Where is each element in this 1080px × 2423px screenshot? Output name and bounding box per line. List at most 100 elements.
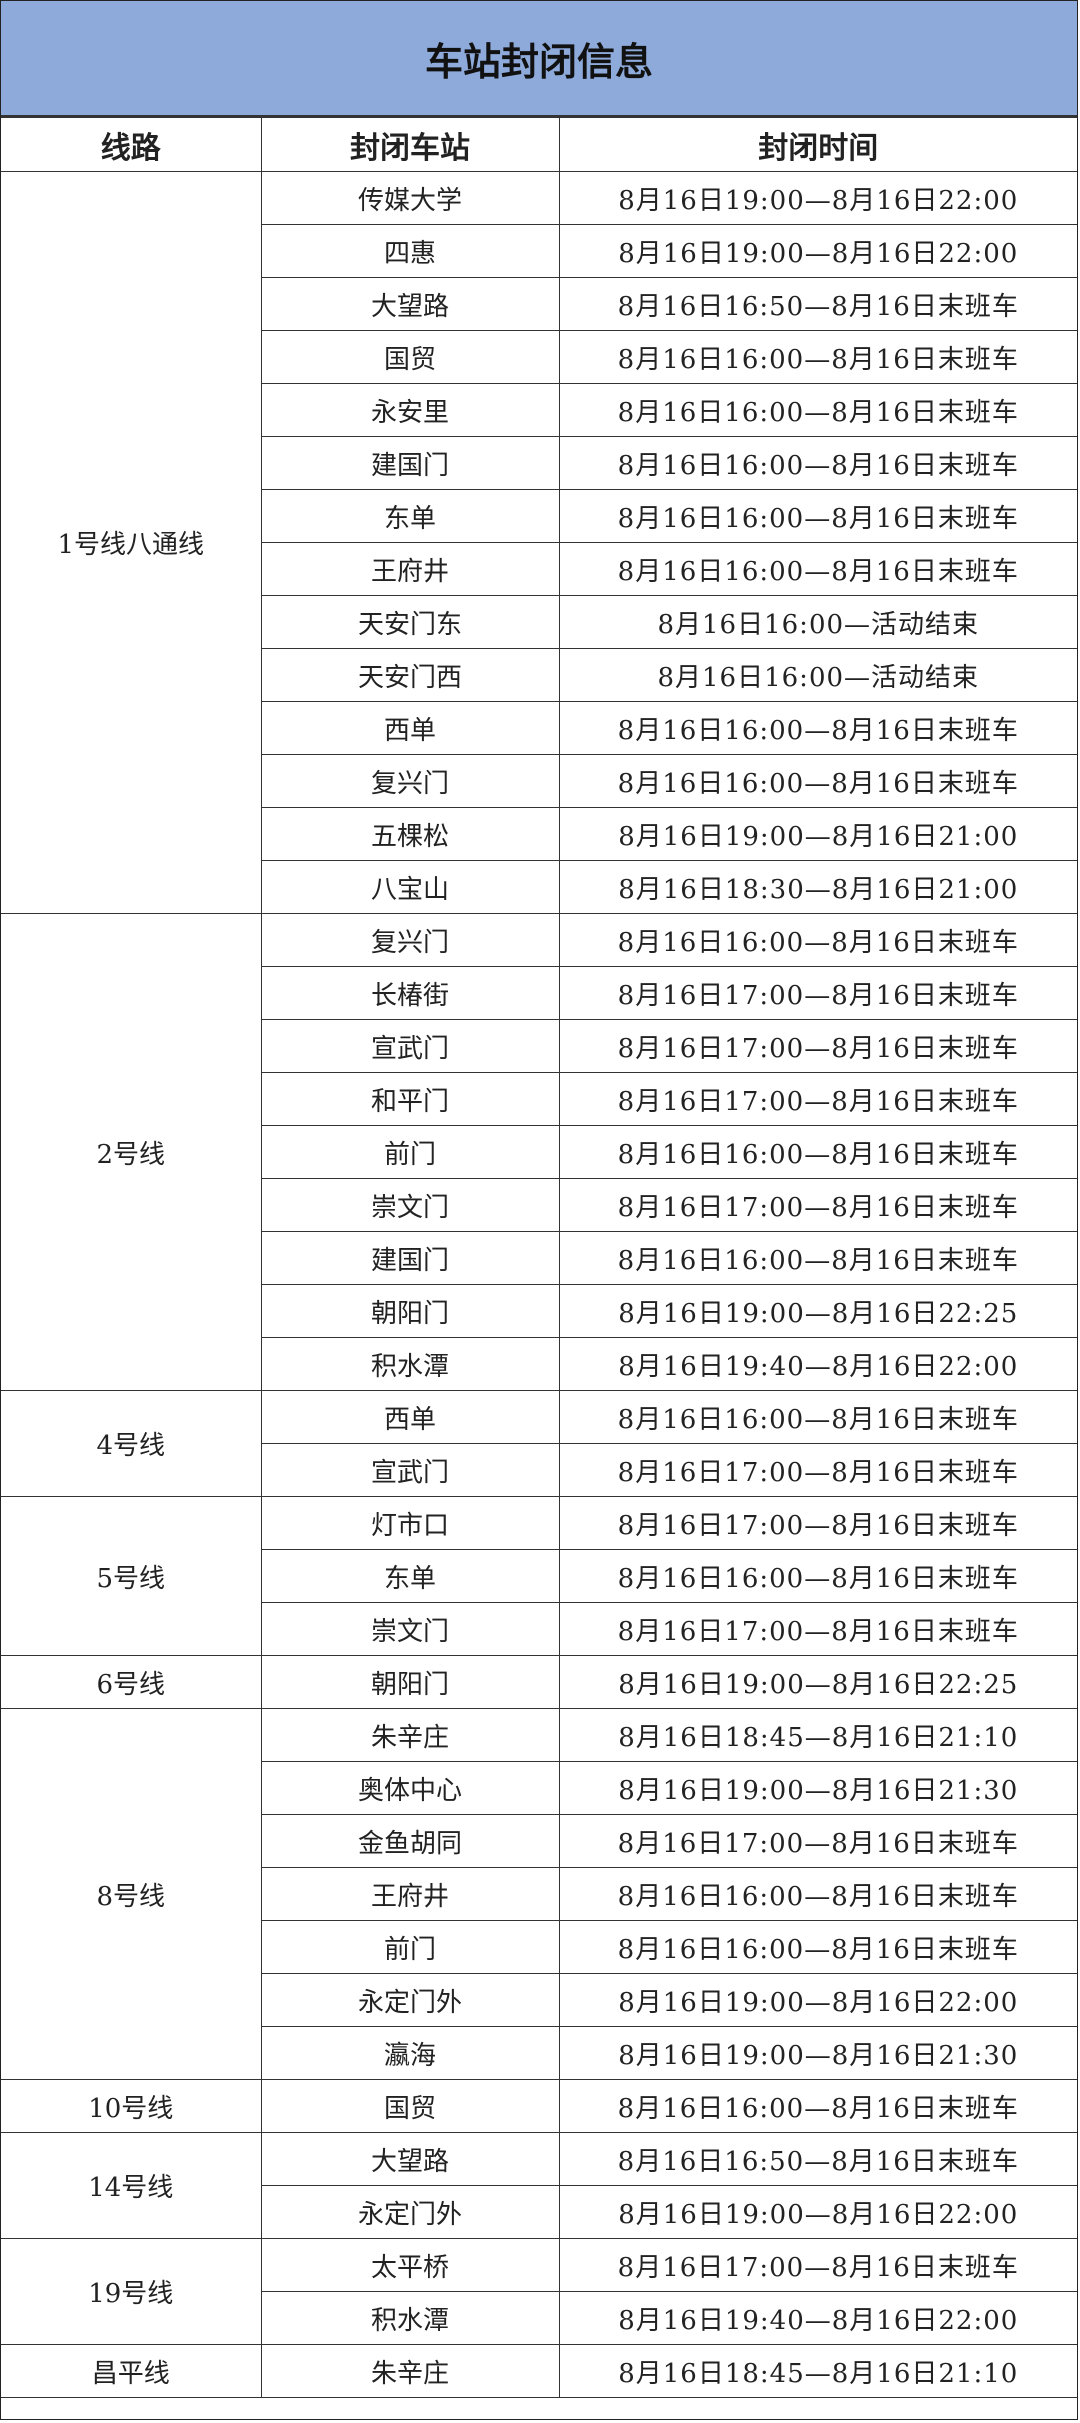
station-cell: 天安门东	[261, 595, 560, 649]
station-cell: 瀛海	[261, 2026, 560, 2080]
closure-time-cell: 8月16日16:00—8月16日末班车	[558, 754, 1077, 808]
table-row: 四惠 8月16日19:00—8月16日22:00	[1, 224, 1077, 278]
table-row: 瀛海 8月16日19:00—8月16日21:30	[1, 2026, 1077, 2080]
closure-time-cell: 8月16日16:00—8月16日末班车	[558, 1231, 1077, 1285]
table-row: 崇文门 8月16日17:00—8月16日末班车	[1, 1178, 1077, 1232]
table-row: 宣武门 8月16日17:00—8月16日末班车	[1, 1443, 1077, 1497]
station-cell: 西单	[261, 701, 560, 755]
closure-time-cell: 8月16日16:00—8月16日末班车	[558, 436, 1077, 490]
closure-time-cell: 8月16日18:45—8月16日21:10	[558, 2344, 1077, 2398]
closure-time-cell: 8月16日17:00—8月16日末班车	[558, 1496, 1077, 1550]
closure-time-cell: 8月16日16:00—8月16日末班车	[558, 1125, 1077, 1179]
table-row: 19号线 太平桥 8月16日17:00—8月16日末班车	[1, 2238, 1077, 2345]
table-row: 昌平线 朱辛庄 8月16日18:45—8月16日21:10	[1, 2344, 1077, 2398]
station-cell: 天安门西	[261, 648, 560, 702]
page-title: 车站封闭信息	[1, 1, 1077, 117]
table-row: 永定门外 8月16日19:00—8月16日22:00	[1, 2185, 1077, 2239]
station-cell: 长椿街	[261, 966, 560, 1020]
table-row: 西单 8月16日16:00—8月16日末班车	[1, 701, 1077, 755]
closure-time-cell: 8月16日17:00—8月16日末班车	[558, 1019, 1077, 1073]
closure-time-cell: 8月16日16:00—8月16日末班车	[558, 542, 1077, 596]
station-cell: 前门	[261, 1920, 560, 1974]
station-cell: 灯市口	[260, 1496, 560, 1550]
closure-time-cell: 8月16日16:50—8月16日末班车	[558, 2132, 1077, 2186]
table-row: 14号线 大望路 8月16日16:50—8月16日末班车	[1, 2132, 1077, 2239]
station-cell: 永定门外	[261, 2185, 560, 2239]
station-cell: 奥体中心	[261, 1761, 560, 1815]
table-row: 王府井 8月16日16:00—8月16日末班车	[1, 542, 1077, 596]
line-cell: 1号线八通线	[1, 171, 262, 914]
table-row: 5号线 灯市口 8月16日17:00—8月16日末班车	[1, 1496, 1077, 1656]
closure-time-cell: 8月16日16:00—8月16日末班车	[558, 701, 1077, 755]
table-row: 4号线 西单 8月16日16:00—8月16日末班车	[1, 1390, 1077, 1497]
line-cell: 6号线	[1, 1655, 262, 1709]
station-cell: 复兴门	[261, 754, 560, 808]
station-cell: 宣武门	[261, 1443, 560, 1497]
station-cell: 积水潭	[261, 2291, 560, 2345]
station-cell: 朝阳门	[260, 1655, 560, 1709]
table-row: 宣武门 8月16日17:00—8月16日末班车	[1, 1019, 1077, 1073]
station-cell: 四惠	[261, 224, 560, 278]
header-time: 封闭时间	[558, 117, 1077, 172]
table-row: 永定门外 8月16日19:00—8月16日22:00	[1, 1973, 1077, 2027]
closure-time-cell: 8月16日16:00—8月16日末班车	[558, 913, 1077, 967]
table-row: 2号线 复兴门 8月16日16:00—8月16日末班车	[1, 913, 1077, 1391]
station-cell: 建国门	[261, 436, 560, 490]
header-line: 线路	[1, 117, 262, 172]
table-row: 大望路 8月16日16:50—8月16日末班车	[1, 277, 1077, 331]
station-cell: 永定门外	[261, 1973, 560, 2027]
header-row: 线路 封闭车站 封闭时间	[1, 117, 1077, 172]
closure-time-cell: 8月16日19:00—8月16日22:00	[558, 2185, 1077, 2239]
closure-time-cell: 8月16日19:00—8月16日21:00	[558, 807, 1077, 861]
closure-time-cell: 8月16日17:00—8月16日末班车	[558, 1602, 1077, 1656]
station-cell: 国贸	[260, 2079, 560, 2133]
closure-time-cell: 8月16日19:00—8月16日22:25	[558, 1284, 1077, 1338]
table-row: 东单 8月16日16:00—8月16日末班车	[1, 489, 1077, 543]
table-row: 8号线 朱辛庄 8月16日18:45—8月16日21:10	[1, 1708, 1077, 2080]
station-cell: 复兴门	[260, 913, 560, 967]
closure-time-cell: 8月16日16:00—8月16日末班车	[558, 1390, 1077, 1444]
station-cell: 积水潭	[261, 1337, 560, 1391]
closure-time-cell: 8月16日16:00—活动结束	[558, 648, 1077, 702]
station-cell: 西单	[260, 1390, 560, 1444]
table-row: 永安里 8月16日16:00—8月16日末班车	[1, 383, 1077, 437]
closure-time-cell: 8月16日16:00—8月16日末班车	[558, 2079, 1077, 2133]
closure-time-cell: 8月16日16:00—8月16日末班车	[558, 1867, 1077, 1921]
table-row: 崇文门 8月16日17:00—8月16日末班车	[1, 1602, 1077, 1656]
closure-time-cell: 8月16日16:00—8月16日末班车	[558, 330, 1077, 384]
closure-time-cell: 8月16日16:00—8月16日末班车	[558, 489, 1077, 543]
station-cell: 大望路	[260, 2132, 560, 2186]
table-row: 建国门 8月16日16:00—8月16日末班车	[1, 436, 1077, 490]
station-closure-table: 线路 封闭车站 封闭时间 1号线八通线 传媒大学 8月16日19:00—8月16日2…	[1, 117, 1077, 2398]
table-row: 前门 8月16日16:00—8月16日末班车	[1, 1125, 1077, 1179]
station-cell: 宣武门	[261, 1019, 560, 1073]
closure-time-cell: 8月16日19:00—8月16日22:25	[558, 1655, 1077, 1709]
closure-time-cell: 8月16日19:40—8月16日22:00	[558, 2291, 1077, 2345]
station-cell: 朱辛庄	[260, 2344, 560, 2398]
table-row: 国贸 8月16日16:00—8月16日末班车	[1, 330, 1077, 384]
station-cell: 五棵松	[261, 807, 560, 861]
table-row: 6号线 朝阳门 8月16日19:00—8月16日22:25	[1, 1655, 1077, 1709]
closure-time-cell: 8月16日19:00—8月16日22:00	[558, 171, 1077, 225]
closure-time-cell: 8月16日16:00—8月16日末班车	[558, 1549, 1077, 1603]
station-cell: 朝阳门	[261, 1284, 560, 1338]
table-row: 和平门 8月16日17:00—8月16日末班车	[1, 1072, 1077, 1126]
table-row: 前门 8月16日16:00—8月16日末班车	[1, 1920, 1077, 1974]
line-cell: 10号线	[1, 2079, 262, 2133]
table-body: 1号线八通线 传媒大学 8月16日19:00—8月16日22:00 四惠 8月16日19…	[1, 171, 1077, 2398]
table-row: 1号线八通线 传媒大学 8月16日19:00—8月16日22:00	[1, 171, 1077, 914]
station-cell: 八宝山	[261, 860, 560, 914]
station-cell: 大望路	[261, 277, 560, 331]
table-row: 长椿街 8月16日17:00—8月16日末班车	[1, 966, 1077, 1020]
closure-time-cell: 8月16日16:00—8月16日末班车	[558, 383, 1077, 437]
station-cell: 前门	[261, 1125, 560, 1179]
closure-time-cell: 8月16日17:00—8月16日末班车	[558, 2238, 1077, 2292]
line-cell: 2号线	[1, 913, 262, 1391]
closure-time-cell: 8月16日19:40—8月16日22:00	[558, 1337, 1077, 1391]
line-cell: 4号线	[1, 1390, 262, 1497]
station-cell: 太平桥	[260, 2238, 560, 2292]
line-cell: 昌平线	[1, 2344, 262, 2398]
table-row: 金鱼胡同 8月16日17:00—8月16日末班车	[1, 1814, 1077, 1868]
closure-time-cell: 8月16日17:00—8月16日末班车	[558, 966, 1077, 1020]
